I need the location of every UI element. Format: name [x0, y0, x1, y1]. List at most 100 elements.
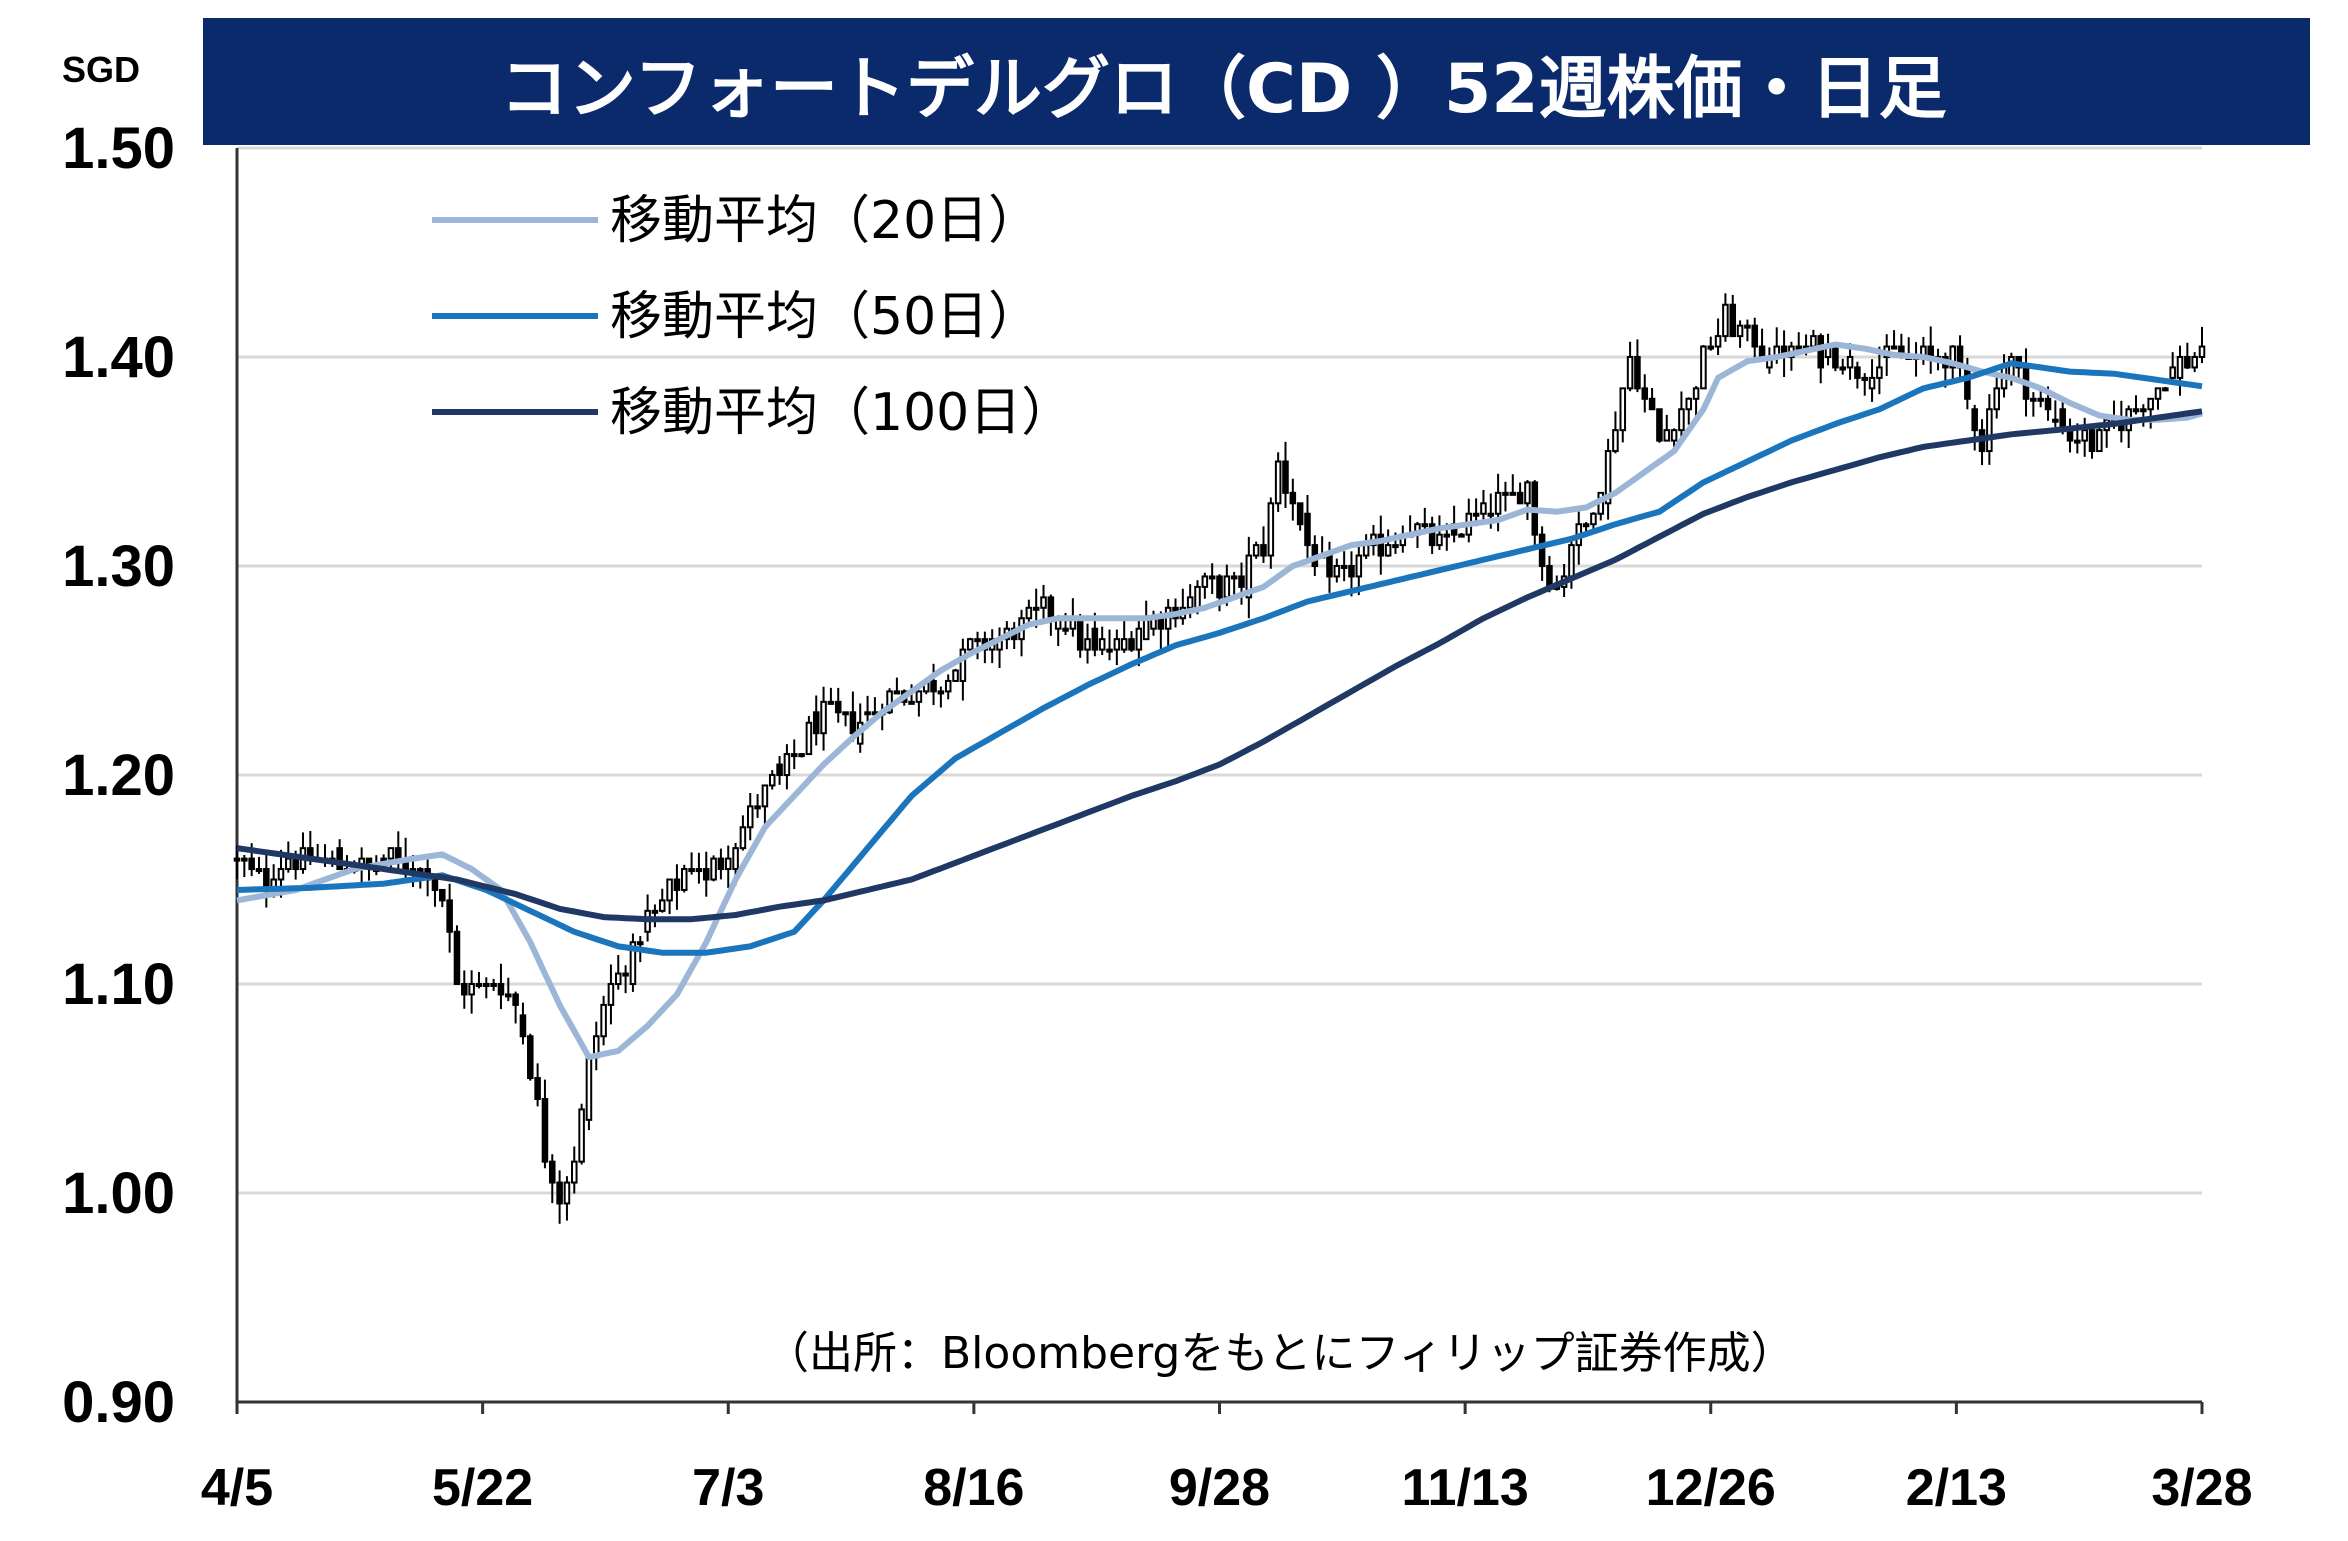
candle-body	[2147, 397, 2154, 411]
candle-body	[959, 648, 967, 682]
candle-body	[1524, 481, 1531, 505]
candle-body	[1252, 544, 1260, 557]
y-tick-label: 1.00	[62, 1161, 175, 1226]
candle-body	[1890, 345, 1898, 350]
candle-body	[614, 972, 622, 985]
candle-body	[776, 763, 783, 776]
candle-body	[380, 857, 387, 862]
candle-body	[1355, 554, 1363, 578]
candle-body	[1348, 565, 1355, 578]
candle-body	[461, 983, 468, 996]
candle-body	[710, 857, 717, 881]
y-tick-label: 1.10	[62, 952, 175, 1017]
candle-body	[1384, 544, 1392, 557]
candle-body	[1582, 523, 1590, 528]
candle-body	[2132, 408, 2140, 413]
moving-average-lines	[236, 341, 2203, 1061]
candle-body	[1201, 575, 1209, 588]
candle-body	[1568, 544, 1575, 578]
candle-body	[622, 972, 629, 977]
candle-body	[1186, 596, 1194, 609]
candle-body	[1685, 397, 1693, 411]
candle-body	[453, 930, 461, 985]
y-tick-label: 1.50	[62, 116, 175, 181]
candle-body	[1216, 575, 1223, 599]
candle-body	[1062, 627, 1069, 632]
chart-title: コンフォートデルグロ（CD ）52週株価・日足	[500, 50, 1947, 129]
candle-body	[724, 857, 732, 871]
candle-body	[1304, 512, 1311, 547]
candle-body	[790, 753, 798, 758]
candle-body	[1047, 596, 1055, 620]
candle-body	[952, 669, 959, 682]
candle-body	[1876, 366, 1883, 379]
candle-body	[834, 700, 842, 714]
candle-body	[1436, 533, 1443, 547]
candle-body	[1458, 533, 1465, 538]
candle-body	[1758, 345, 1766, 358]
candle-body	[336, 847, 343, 871]
candle-body	[505, 993, 512, 998]
candle-body	[1810, 335, 1817, 348]
candle-body	[1267, 502, 1275, 557]
candle-body	[549, 1160, 556, 1184]
candle-body	[1678, 408, 1685, 432]
candle-body	[233, 857, 241, 862]
x-tick-label: 3/28	[2151, 1459, 2252, 1517]
candle-body	[1113, 638, 1121, 651]
candle-body	[1223, 575, 1231, 599]
candle-body	[966, 638, 974, 651]
candle-body	[717, 857, 725, 871]
candle-body	[2198, 345, 2206, 358]
candle-body	[2088, 429, 2096, 453]
candle-body	[893, 690, 901, 695]
candle-body	[842, 711, 849, 716]
candle-body	[1656, 408, 1663, 442]
candle-body	[527, 1035, 534, 1080]
x-tick-label: 12/26	[1646, 1459, 1776, 1517]
candle-body	[746, 805, 754, 829]
candle-body	[1260, 544, 1267, 557]
candle-body	[1736, 324, 1744, 338]
candle-body	[1076, 617, 1084, 651]
candle-body	[2030, 397, 2037, 402]
candle-body	[2176, 356, 2184, 379]
candle-body	[1670, 429, 1678, 442]
legend-label: 移動平均（100日）	[610, 383, 1073, 443]
candle-body	[1392, 544, 1399, 549]
candle-body	[255, 868, 263, 873]
candle-body	[1333, 565, 1341, 578]
candle-body	[1377, 533, 1385, 557]
candle-body	[2191, 356, 2198, 369]
candle-body	[1846, 356, 1854, 369]
candle-body	[1208, 575, 1216, 580]
candle-body	[732, 847, 739, 871]
candle-body	[468, 983, 475, 996]
candle-body	[1494, 491, 1502, 515]
candle-body	[1135, 627, 1143, 651]
candle-body	[783, 753, 791, 776]
candle-body	[2162, 387, 2169, 392]
candle-body	[1289, 491, 1297, 505]
candle-body	[1817, 335, 1825, 369]
candle-body	[673, 878, 681, 891]
x-tick-label: 7/3	[692, 1459, 764, 1517]
candle-body	[571, 1160, 578, 1184]
candle-body	[798, 753, 805, 758]
candle-body	[629, 941, 637, 986]
candle-body	[277, 868, 285, 881]
unit-label: SGD	[62, 49, 140, 90]
candle-body	[688, 868, 695, 873]
candle-body	[1516, 491, 1524, 505]
candle-body	[1964, 366, 1971, 400]
candle-body	[490, 983, 497, 987]
candle-body	[915, 690, 923, 703]
candle-body	[739, 826, 747, 850]
candle-body	[2184, 356, 2191, 369]
candle-body	[695, 868, 703, 873]
candle-body	[1538, 533, 1546, 568]
candle-body	[1274, 460, 1282, 505]
candle-body	[1839, 366, 1847, 371]
candle-body	[2044, 397, 2052, 411]
